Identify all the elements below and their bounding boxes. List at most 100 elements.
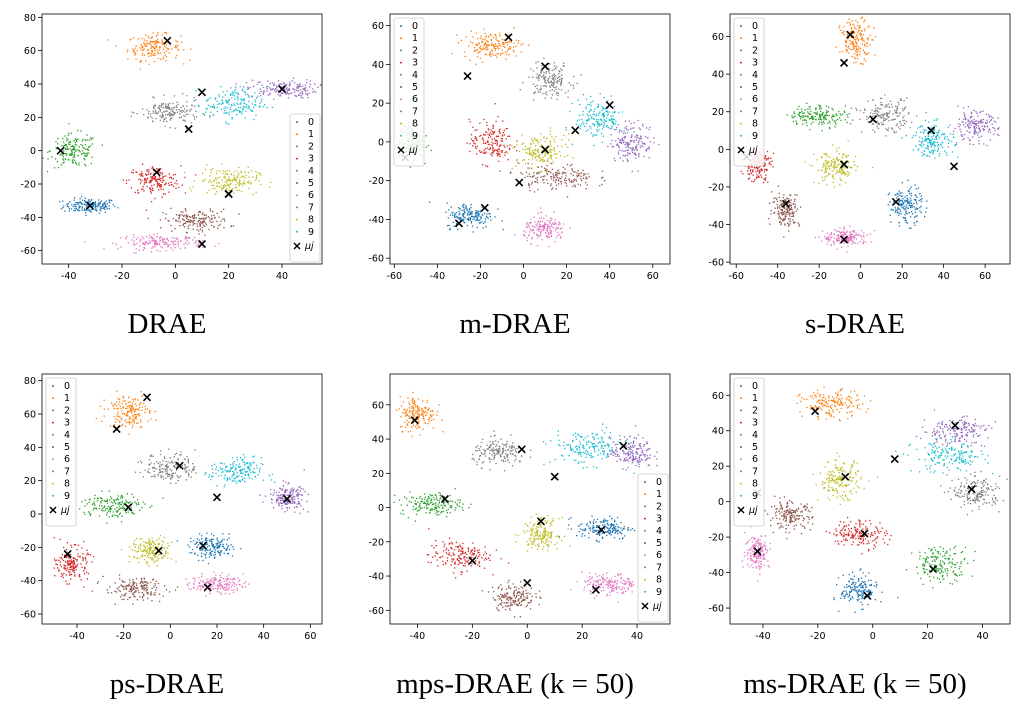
data-point xyxy=(867,39,869,41)
data-point xyxy=(251,96,253,98)
data-point xyxy=(478,43,480,45)
data-point xyxy=(259,88,262,90)
data-point xyxy=(158,178,160,181)
data-point xyxy=(505,42,507,44)
data-point xyxy=(509,172,512,174)
data-point xyxy=(780,222,782,224)
data-point xyxy=(501,150,504,152)
data-point xyxy=(297,86,299,88)
data-point xyxy=(169,44,171,46)
data-point xyxy=(833,241,835,243)
data-point xyxy=(115,243,117,245)
data-point xyxy=(171,48,173,50)
data-point xyxy=(526,237,528,239)
data-point xyxy=(503,45,505,47)
data-point xyxy=(579,114,581,116)
data-point xyxy=(456,215,458,217)
data-point xyxy=(560,78,562,80)
data-point xyxy=(242,99,245,101)
data-point xyxy=(148,237,150,239)
data-point xyxy=(841,234,844,236)
data-point xyxy=(600,119,602,121)
data-point xyxy=(469,121,471,123)
data-point xyxy=(891,128,893,130)
data-point xyxy=(968,139,971,141)
data-point xyxy=(783,194,785,196)
data-point xyxy=(888,112,890,114)
data-point xyxy=(196,229,198,231)
data-point xyxy=(164,125,166,127)
data-point xyxy=(547,225,549,228)
data-point xyxy=(985,113,987,115)
data-point xyxy=(853,229,856,232)
data-point xyxy=(970,115,972,118)
data-point xyxy=(168,191,170,193)
data-point xyxy=(539,157,541,160)
data-point xyxy=(200,218,202,220)
data-point xyxy=(133,112,135,114)
data-point xyxy=(235,108,237,110)
data-point xyxy=(536,73,538,75)
data-point xyxy=(139,47,141,49)
data-point xyxy=(151,51,153,53)
data-point xyxy=(240,98,242,100)
data-point xyxy=(499,155,501,158)
data-point xyxy=(544,169,546,172)
data-point xyxy=(186,232,188,234)
data-point xyxy=(269,82,271,84)
data-point xyxy=(492,149,494,151)
data-point xyxy=(842,170,845,172)
data-point xyxy=(147,42,149,45)
data-point xyxy=(538,225,540,227)
data-point xyxy=(625,142,627,144)
data-point xyxy=(876,112,878,115)
data-point xyxy=(193,180,195,182)
data-point xyxy=(539,223,541,226)
data-point xyxy=(618,141,621,144)
data-point xyxy=(544,92,546,94)
data-point xyxy=(618,112,620,114)
data-point xyxy=(243,91,245,93)
data-point xyxy=(547,232,550,234)
data-point xyxy=(835,123,837,125)
data-point xyxy=(176,54,178,57)
data-point xyxy=(627,141,629,144)
data-point xyxy=(554,219,556,221)
data-point xyxy=(156,232,158,235)
data-point xyxy=(490,39,492,41)
data-point xyxy=(840,246,843,248)
data-point xyxy=(915,215,917,218)
data-point xyxy=(216,220,218,222)
data-point xyxy=(207,216,210,218)
data-point xyxy=(148,63,150,65)
data-point xyxy=(301,91,303,93)
data-point xyxy=(212,168,214,170)
data-point xyxy=(527,175,529,178)
data-point xyxy=(788,224,790,226)
y-tick-label: -60 xyxy=(368,254,384,265)
data-point xyxy=(215,177,217,179)
data-point xyxy=(788,205,790,207)
data-point xyxy=(146,177,149,179)
data-point xyxy=(532,155,534,157)
data-point xyxy=(149,180,151,182)
data-point xyxy=(459,218,462,220)
data-point xyxy=(535,226,537,228)
data-point xyxy=(231,179,233,181)
data-point xyxy=(223,112,225,114)
data-point xyxy=(620,139,622,142)
data-point xyxy=(487,128,489,130)
data-point xyxy=(75,138,77,140)
data-point xyxy=(827,240,830,242)
data-point xyxy=(527,224,529,226)
data-point xyxy=(564,181,566,183)
data-point xyxy=(624,120,627,122)
data-point xyxy=(210,218,213,220)
data-point xyxy=(108,199,110,201)
data-point xyxy=(563,179,566,181)
data-point xyxy=(825,167,827,169)
data-point xyxy=(983,129,985,131)
data-point xyxy=(913,216,916,218)
data-point xyxy=(887,130,889,132)
data-point xyxy=(547,80,549,83)
